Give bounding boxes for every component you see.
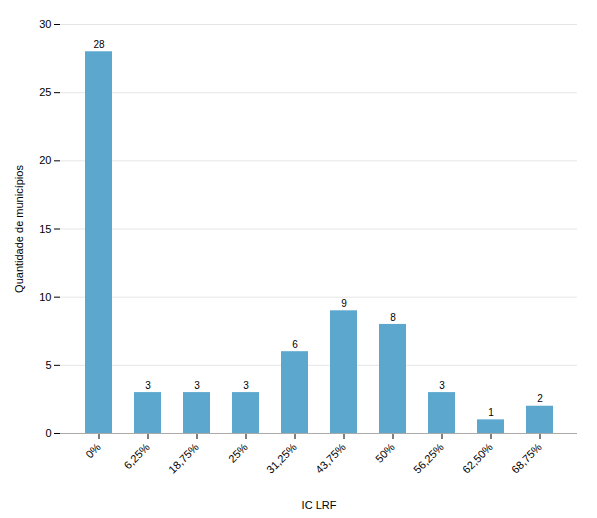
svg-text:3: 3 bbox=[439, 380, 445, 391]
svg-text:1: 1 bbox=[488, 407, 494, 418]
svg-text:0%: 0% bbox=[83, 441, 103, 461]
svg-text:2: 2 bbox=[537, 393, 543, 404]
svg-text:8: 8 bbox=[390, 312, 396, 323]
svg-text:6: 6 bbox=[292, 339, 298, 350]
svg-text:50%: 50% bbox=[373, 441, 397, 465]
svg-text:56,25%: 56,25% bbox=[411, 441, 446, 476]
svg-text:3: 3 bbox=[194, 380, 200, 391]
svg-text:18,75%: 18,75% bbox=[166, 441, 201, 476]
svg-text:25%: 25% bbox=[226, 441, 250, 465]
svg-text:25: 25 bbox=[39, 86, 51, 98]
svg-text:IC LRF: IC LRF bbox=[302, 499, 337, 511]
svg-text:0: 0 bbox=[45, 427, 51, 439]
svg-text:43,75%: 43,75% bbox=[313, 441, 348, 476]
svg-text:9: 9 bbox=[341, 298, 347, 309]
svg-text:3: 3 bbox=[145, 380, 151, 391]
svg-text:15: 15 bbox=[39, 223, 51, 235]
svg-text:28: 28 bbox=[93, 39, 105, 50]
svg-text:5: 5 bbox=[45, 359, 51, 371]
svg-text:68,75%: 68,75% bbox=[509, 441, 544, 476]
svg-text:31,25%: 31,25% bbox=[264, 441, 299, 476]
svg-text:62,50%: 62,50% bbox=[460, 441, 495, 476]
svg-text:20: 20 bbox=[39, 154, 51, 166]
svg-text:Quantidade de municípios: Quantidade de municípios bbox=[13, 165, 25, 293]
svg-text:6,25%: 6,25% bbox=[121, 441, 152, 472]
svg-text:10: 10 bbox=[39, 291, 51, 303]
svg-text:30: 30 bbox=[39, 18, 51, 30]
svg-text:3: 3 bbox=[243, 380, 249, 391]
